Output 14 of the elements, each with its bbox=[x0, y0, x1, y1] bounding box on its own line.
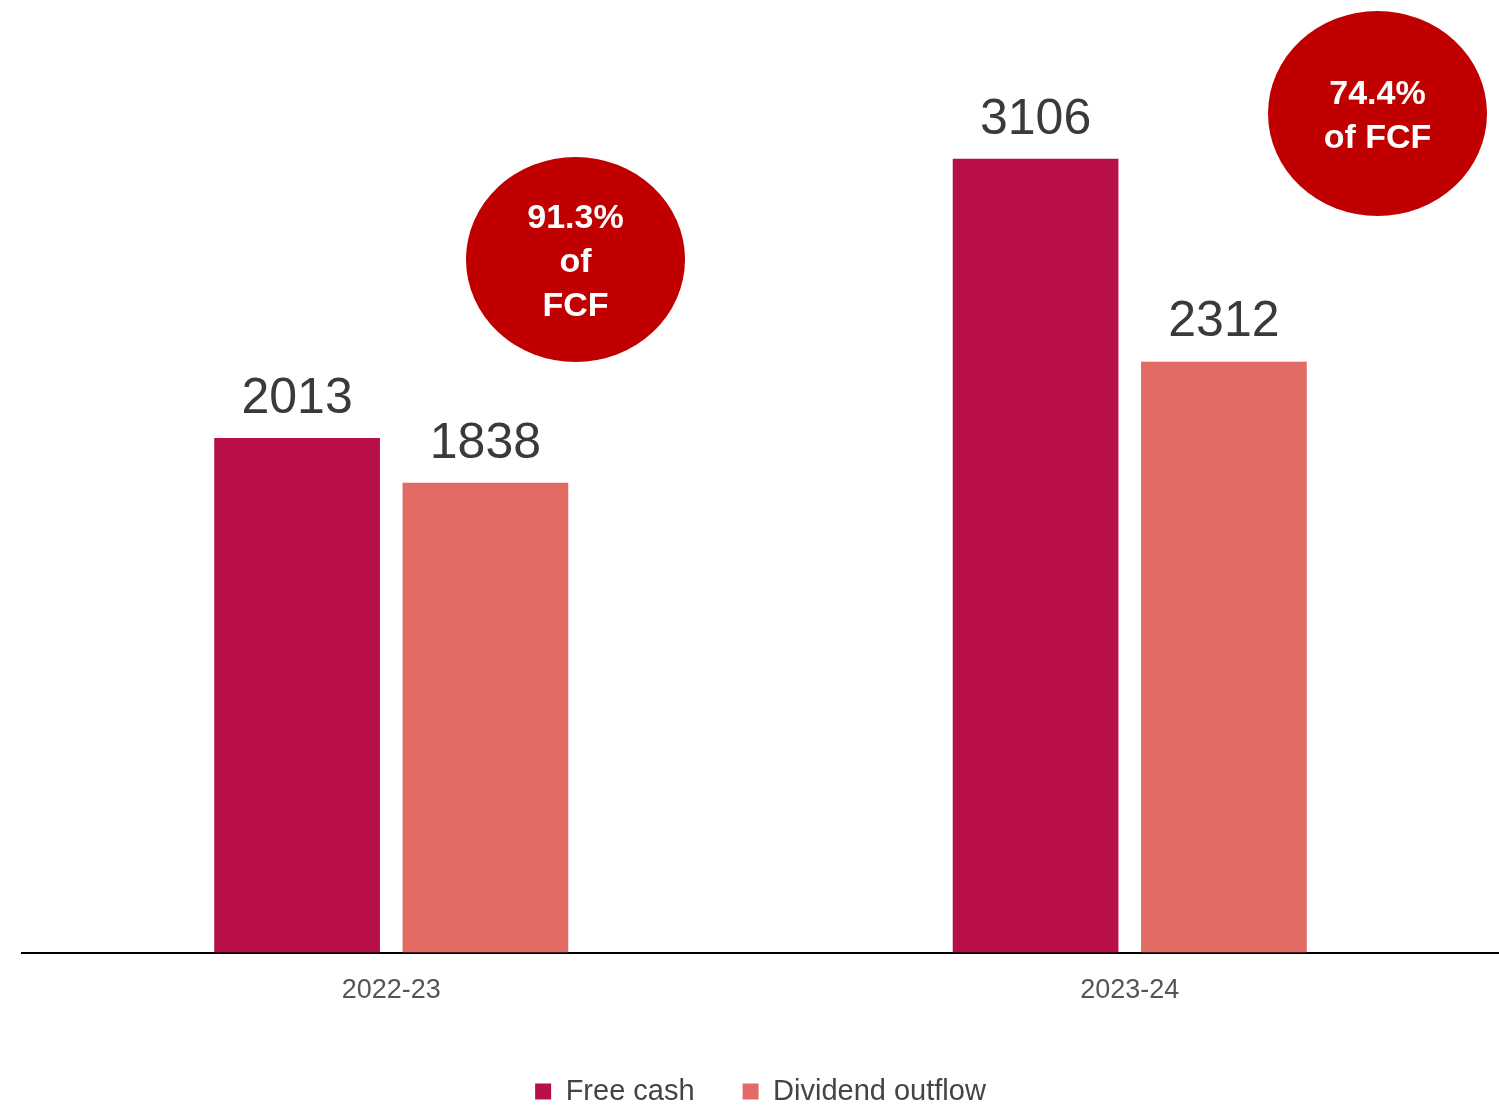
legend-label: Free cash bbox=[565, 1073, 695, 1106]
x-tick-label: 2022-23 bbox=[341, 974, 441, 1005]
bar bbox=[952, 158, 1119, 953]
circle-badge: 91.3% of FCF bbox=[466, 157, 685, 362]
x-tick-label: 2023-24 bbox=[1080, 974, 1180, 1005]
data-label: 1838 bbox=[429, 412, 542, 469]
legend-label: Dividend outflow bbox=[773, 1073, 987, 1106]
data-label: 2312 bbox=[1168, 291, 1280, 348]
bar bbox=[214, 438, 380, 953]
data-label: 3106 bbox=[979, 88, 1092, 145]
bar bbox=[1141, 361, 1307, 953]
bar bbox=[402, 482, 569, 953]
circle-badge: 74.4% of FCF bbox=[1268, 11, 1487, 216]
data-label: 2013 bbox=[241, 367, 353, 424]
